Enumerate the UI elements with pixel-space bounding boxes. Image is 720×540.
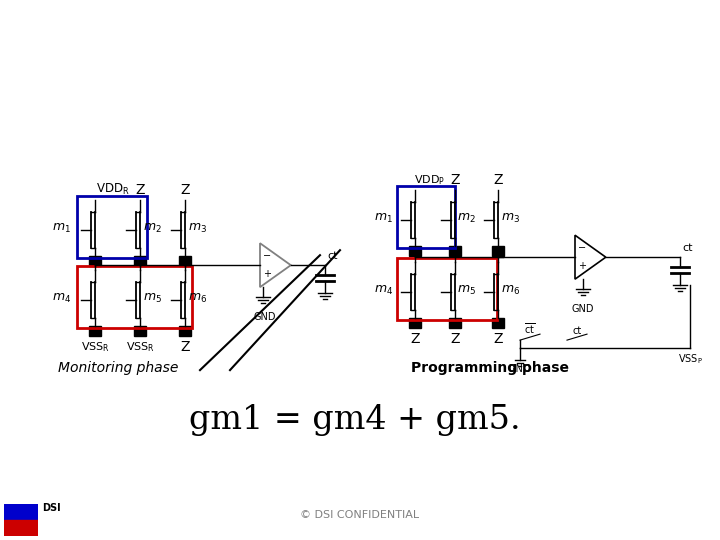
Text: $\mathrm{VSS_R}$: $\mathrm{VSS_R}$ <box>125 340 155 354</box>
Text: GND: GND <box>253 312 276 322</box>
Bar <box>179 256 191 266</box>
Bar <box>89 326 101 336</box>
Text: Z: Z <box>410 332 420 346</box>
Text: $m_5$: $m_5$ <box>457 284 476 296</box>
Text: DSI: DSI <box>42 503 60 513</box>
Bar <box>409 318 421 328</box>
Bar <box>492 246 504 256</box>
Bar <box>397 186 455 248</box>
Text: ct: ct <box>327 251 338 261</box>
Text: $m_2$: $m_2$ <box>143 221 162 235</box>
Text: gm1 = gm4 + gm5.: gm1 = gm4 + gm5. <box>189 404 521 436</box>
Text: $m_4$: $m_4$ <box>52 292 71 305</box>
Bar <box>449 318 461 328</box>
Text: ct: ct <box>572 326 582 336</box>
Text: $m_6$: $m_6$ <box>501 284 520 296</box>
Text: $m_3$: $m_3$ <box>188 221 207 235</box>
Text: Z: Z <box>450 173 460 187</box>
Text: $m_5$: $m_5$ <box>143 292 162 305</box>
Text: Processing as Summation: Processing as Summation <box>98 22 622 56</box>
Bar <box>77 266 192 328</box>
Text: $m_4$: $m_4$ <box>374 284 393 296</box>
Bar <box>134 326 146 336</box>
Text: $m_1$: $m_1$ <box>374 212 393 225</box>
Text: $m_2$: $m_2$ <box>457 212 476 225</box>
Text: $\mathrm{VSS_R}$: $\mathrm{VSS_R}$ <box>81 340 109 354</box>
Text: +: + <box>263 269 271 279</box>
Text: GND: GND <box>572 304 594 314</box>
Bar <box>492 318 504 328</box>
Bar <box>449 246 461 256</box>
Bar <box>134 256 146 266</box>
Text: $m_1$: $m_1$ <box>52 221 71 235</box>
Text: Programming phase: Programming phase <box>411 361 569 375</box>
Text: Z: Z <box>180 340 190 354</box>
Text: Monitoring phase: Monitoring phase <box>58 361 178 375</box>
Text: $\mathrm{VSS_P}$: $\mathrm{VSS_P}$ <box>678 352 703 366</box>
Text: © DSI CONFIDENTIAL: © DSI CONFIDENTIAL <box>300 510 420 520</box>
Bar <box>4 504 38 520</box>
Text: $\mathrm{VDD_P}$: $\mathrm{VDD_P}$ <box>415 173 446 187</box>
Bar <box>77 196 147 258</box>
Text: −: − <box>263 251 271 261</box>
Text: Z: Z <box>493 332 503 346</box>
Text: $\overline{\mathrm{ct}}$: $\overline{\mathrm{ct}}$ <box>524 321 536 336</box>
Bar <box>4 520 38 536</box>
Bar <box>397 258 497 320</box>
Text: −: − <box>578 243 586 253</box>
Text: Z: Z <box>135 183 145 197</box>
Text: Z: Z <box>180 183 190 197</box>
Bar <box>409 246 421 256</box>
Text: ct: ct <box>682 243 693 253</box>
Text: $\mathrm{VDD_R}$: $\mathrm{VDD_R}$ <box>96 182 130 197</box>
Text: +: + <box>578 261 586 271</box>
Bar <box>179 326 191 336</box>
Text: $m_6$: $m_6$ <box>188 292 207 305</box>
Text: Z: Z <box>450 332 460 346</box>
Bar <box>89 256 101 266</box>
Text: GND: GND <box>509 364 531 374</box>
Text: $m_3$: $m_3$ <box>501 212 520 225</box>
Text: Z: Z <box>493 173 503 187</box>
